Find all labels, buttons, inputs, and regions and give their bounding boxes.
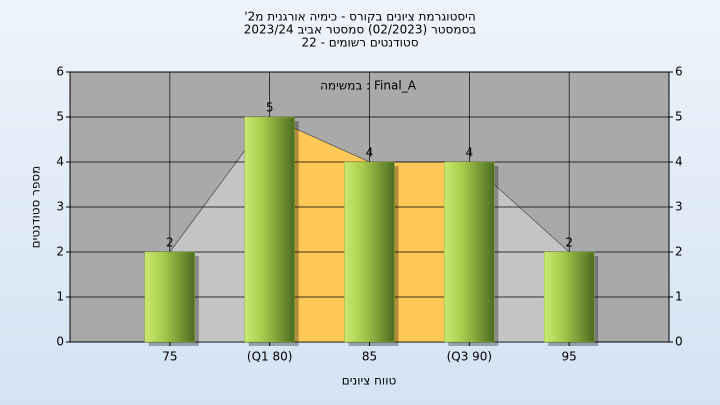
y2-tick-label: 0: [675, 335, 683, 349]
chart-subtitle: סטודנטים רשומים - 22: [301, 36, 418, 50]
x-axis-label: טווח ציונים: [342, 374, 397, 388]
y2-tick-label: 6: [675, 65, 683, 79]
legend: Final_A : במשימה: [320, 79, 417, 93]
chart-subtitle: בסמסטר (02/2023) סמסטר אביב 2023/24: [244, 23, 476, 37]
x-tick-label: 85: [362, 350, 377, 364]
data-label: 2: [565, 236, 573, 250]
data-label: 2: [166, 236, 174, 250]
chart-title: היסטוגרמת ציונים בקורס - כימיה אורגנית מ…: [244, 10, 475, 24]
x-tick-label: 75: [162, 350, 177, 364]
y-tick-label: 4: [56, 155, 64, 169]
bar: [244, 116, 295, 343]
bar: [444, 161, 495, 343]
y-tick-label: 2: [56, 245, 64, 259]
y-tick-label: 5: [56, 110, 64, 124]
bar: [344, 161, 395, 343]
x-tick-label: 95: [562, 350, 577, 364]
y2-tick-label: 1: [675, 290, 683, 304]
x-tick-label: (Q3 90): [447, 350, 493, 364]
y2-tick-label: 4: [675, 155, 683, 169]
bar: [144, 251, 196, 343]
data-label: 5: [266, 101, 274, 115]
x-tick-label: (Q1 80): [247, 350, 293, 364]
y-tick-label: 1: [56, 290, 64, 304]
y-axis-label: מספר סטודנטים: [29, 166, 43, 249]
y-tick-label: 0: [56, 335, 64, 349]
data-label: 4: [366, 146, 374, 160]
y-tick-label: 3: [56, 200, 64, 214]
data-label: 4: [466, 146, 474, 160]
y2-tick-label: 5: [675, 110, 683, 124]
bar: [543, 251, 595, 343]
y-tick-label: 6: [56, 65, 64, 79]
y2-tick-label: 2: [675, 245, 683, 259]
y2-tick-label: 3: [675, 200, 683, 214]
